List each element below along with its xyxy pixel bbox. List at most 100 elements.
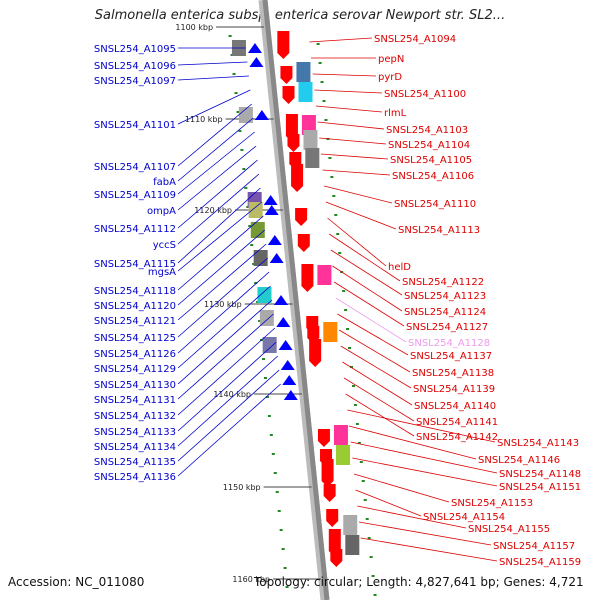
tick-mark-right [365, 518, 369, 520]
right-gene-label-22: SNSL254_A1142 [416, 432, 498, 443]
reverse-arrow-4 [264, 205, 279, 215]
forward-gene-1 [280, 66, 293, 78]
left-leader-18 [177, 299, 273, 385]
tick-mark-left [263, 377, 267, 379]
left-gene-label-6: SNSL254_A1109 [94, 190, 176, 201]
right-leader-31 [360, 537, 498, 562]
forward-arrow-7 [295, 220, 308, 226]
right-leader-3 [314, 89, 383, 94]
tick-mark-right [344, 309, 348, 311]
tick-mark-right [373, 594, 377, 596]
left-gene-label-8: SNSL254_A1112 [94, 224, 176, 235]
left-leader-4 [177, 103, 253, 167]
forward-gene-17 [326, 509, 339, 521]
domain-block-right-5 [317, 265, 332, 285]
right-gene-label-18: SNSL254_A1138 [412, 368, 494, 379]
right-leader-24 [348, 425, 477, 460]
tick-mark-right [361, 480, 365, 482]
right-leader-29 [357, 505, 467, 529]
tick-mark-right [342, 290, 346, 292]
right-leader-14 [332, 265, 403, 312]
left-leader-1 [177, 61, 248, 66]
tick-mark-left [279, 529, 283, 531]
right-leader-16 [335, 297, 407, 343]
left-leader-6 [177, 131, 255, 195]
right-leader-8 [322, 169, 391, 176]
tick-mark-left [275, 491, 279, 493]
forward-arrow-6 [291, 186, 304, 192]
tick-mark-left [271, 453, 275, 455]
right-gene-label-17: SNSL254_A1137 [410, 351, 492, 362]
forward-gene-18 [328, 529, 341, 551]
forward-gene-10 [306, 316, 319, 328]
tick-mark-left [238, 130, 242, 132]
tick-mark-right [367, 537, 371, 539]
right-leader-17 [337, 313, 409, 356]
tick-mark-left [265, 396, 269, 398]
right-leader-5 [317, 121, 385, 130]
reverse-arrow-1 [249, 57, 264, 67]
domain-block-left-7 [259, 310, 274, 326]
tick-mark-right [369, 556, 373, 558]
left-gene-label-23: SNSL254_A1135 [94, 457, 176, 468]
reverse-arrow-0 [247, 43, 262, 53]
forward-gene-13 [317, 429, 330, 441]
reverse-arrow-2 [254, 110, 269, 120]
left-gene-label-10: SNSL254_A1115 [94, 259, 176, 270]
forward-arrow-13 [317, 441, 330, 447]
forward-gene-15 [321, 459, 334, 481]
domain-block-left-5 [253, 250, 268, 266]
tick-mark-left [228, 35, 232, 37]
left-gene-label-19: SNSL254_A1131 [94, 395, 176, 406]
tick-mark-left [285, 586, 289, 588]
right-gene-label-1: pepN [378, 54, 404, 65]
tick-mark-right [371, 575, 375, 577]
domain-block-right-1 [298, 82, 313, 102]
right-leader-25 [350, 441, 498, 474]
right-gene-label-10: SNSL254_A1113 [398, 225, 480, 236]
right-leader-30 [358, 521, 492, 546]
tick-mark-right [328, 157, 332, 159]
reverse-arrow-12 [283, 390, 298, 400]
right-leader-18 [338, 329, 411, 373]
left-gene-label-7: ompA [147, 206, 176, 217]
scale-label-4: 1140 kbp [213, 390, 251, 399]
right-gene-label-4: rlmL [384, 108, 407, 119]
left-leader-21 [177, 341, 277, 432]
topology-label: Topology: circular; Length: 4,827,641 bp… [254, 575, 584, 589]
left-leader-5 [177, 117, 254, 182]
forward-gene-6 [291, 164, 304, 186]
map-title: Salmonella enterica subsp. enterica sero… [94, 8, 506, 23]
right-leader-6 [319, 137, 387, 145]
left-leader-7 [177, 145, 257, 211]
domain-block-right-0 [296, 62, 311, 82]
domain-block-right-3 [303, 130, 318, 150]
left-leader-14 [177, 243, 267, 321]
forward-gene-4 [287, 134, 300, 146]
forward-arrow-9 [301, 286, 314, 292]
tick-mark-right [346, 328, 350, 330]
tick-mark-left [254, 282, 258, 284]
right-leader-13 [330, 249, 403, 296]
right-gene-label-31: SNSL254_A1159 [499, 557, 581, 568]
left-gene-label-12: SNSL254_A1118 [94, 286, 176, 297]
tick-mark-right [355, 423, 359, 425]
right-gene-label-25: SNSL254_A1148 [499, 469, 581, 480]
left-gene-label-1: SNSL254_A1096 [94, 61, 176, 72]
forward-arrow-12 [309, 361, 322, 367]
tick-mark-left [281, 548, 285, 550]
tick-mark-right [318, 62, 322, 64]
tick-mark-left [261, 358, 265, 360]
forward-gene-8 [297, 234, 310, 246]
left-gene-label-17: SNSL254_A1129 [94, 364, 176, 375]
forward-arrow-8 [297, 246, 310, 252]
right-gene-label-26: SNSL254_A1151 [499, 482, 581, 493]
forward-gene-0 [277, 31, 290, 53]
tick-mark-left [236, 111, 240, 113]
tick-mark-right [348, 347, 352, 349]
domain-block-left-4 [250, 222, 265, 238]
left-leader-19 [177, 313, 274, 400]
domain-block-right-10 [345, 535, 360, 555]
right-gene-label-14: SNSL254_A1124 [404, 307, 486, 318]
left-gene-label-9: yccS [153, 240, 176, 251]
